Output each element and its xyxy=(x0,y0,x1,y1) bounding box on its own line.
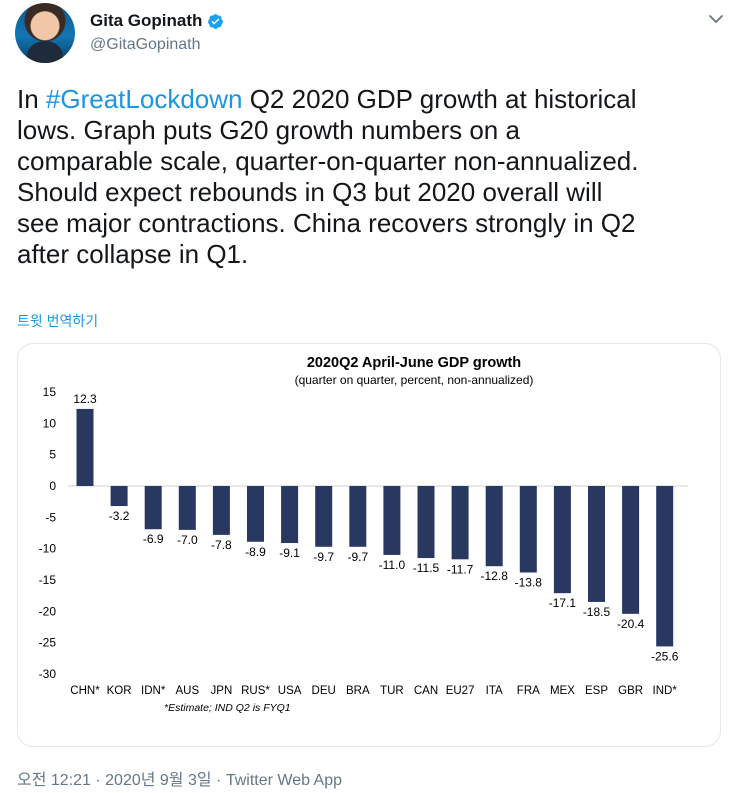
category-label: EU27 xyxy=(446,685,475,697)
category-label: ITA xyxy=(486,685,503,697)
bar-bra xyxy=(349,486,367,547)
tweet-text-body: Q2 2020 GDP growth at historical lows. G… xyxy=(17,84,639,269)
value-label: -9.7 xyxy=(313,550,334,564)
value-label: -13.8 xyxy=(515,575,543,589)
y-tick-label: 10 xyxy=(43,416,57,430)
bar-mex xyxy=(553,486,571,594)
value-label: -11.5 xyxy=(413,561,440,575)
value-label: -9.7 xyxy=(347,550,368,564)
gdp-bar-chart: 2020Q2 April-June GDP growth (quarter on… xyxy=(39,355,688,714)
value-label: -11.7 xyxy=(447,562,474,576)
translate-tweet-link[interactable]: 트윗 번역하기 xyxy=(17,313,99,329)
value-label: -20.4 xyxy=(617,617,645,631)
verified-badge-icon xyxy=(208,13,224,29)
chart-title: 2020Q2 April-June GDP growth xyxy=(307,355,521,371)
bar-tur xyxy=(383,486,401,555)
bar-idn xyxy=(144,486,162,530)
value-label: 12.3 xyxy=(73,392,97,406)
tweet-header: Gita Gopinath @GitaGopinath xyxy=(15,3,730,65)
bar-eu27 xyxy=(451,486,469,560)
author-handle[interactable]: @GitaGopinath xyxy=(90,36,201,53)
value-label: -6.9 xyxy=(143,532,164,546)
bar-jpn xyxy=(212,486,230,535)
bar-can xyxy=(417,486,435,559)
value-label: -25.6 xyxy=(651,649,679,663)
value-label: -8.9 xyxy=(245,545,266,559)
avatar[interactable] xyxy=(15,3,75,63)
category-label: MEX xyxy=(550,685,575,697)
y-tick-label: -15 xyxy=(39,573,57,587)
category-label: BRA xyxy=(346,685,370,697)
y-tick-label: -5 xyxy=(45,510,56,524)
category-label: IDN* xyxy=(141,685,166,697)
author-name-row[interactable]: Gita Gopinath xyxy=(90,11,224,31)
y-tick-label: 5 xyxy=(49,448,56,462)
category-label: KOR xyxy=(107,685,132,697)
bar-ita xyxy=(485,486,503,567)
bar-aus xyxy=(178,486,196,530)
y-tick-label: -20 xyxy=(39,604,57,618)
tweet-metadata: 오전 12:21 · 2020년 9월 3일 · Twitter Web App xyxy=(17,766,342,790)
category-label: TUR xyxy=(380,685,404,697)
bar-rus xyxy=(247,486,264,542)
value-label: -3.2 xyxy=(109,509,130,523)
bar-usa xyxy=(281,486,299,544)
bar-chn xyxy=(76,408,94,486)
category-label: IND* xyxy=(653,685,678,697)
chevron-down-icon[interactable] xyxy=(706,9,726,29)
value-label: -11.0 xyxy=(379,558,406,572)
hashtag-link[interactable]: #GreatLockdown xyxy=(45,84,243,114)
bar-ind xyxy=(656,486,674,647)
category-label: DEU xyxy=(312,685,336,697)
tweet-text: In #GreatLockdown Q2 2020 GDP growth at … xyxy=(17,84,732,270)
category-label: AUS xyxy=(175,685,199,697)
category-label: RUS* xyxy=(241,685,270,697)
y-tick-label: -30 xyxy=(39,667,57,681)
value-label: -7.8 xyxy=(211,538,232,552)
y-tick-label: 0 xyxy=(49,479,56,493)
category-label: CAN xyxy=(414,685,438,697)
y-tick-label: -10 xyxy=(39,542,57,556)
author-name[interactable]: Gita Gopinath xyxy=(90,11,203,30)
category-label: ESP xyxy=(585,685,608,697)
y-tick-label: -25 xyxy=(39,636,57,650)
category-label: USA xyxy=(278,685,302,697)
chart-subtitle: (quarter on quarter, percent, non-annual… xyxy=(295,373,534,387)
category-label: FRA xyxy=(517,685,540,697)
value-label: -18.5 xyxy=(583,605,611,619)
value-label: -7.0 xyxy=(177,533,198,547)
bar-esp xyxy=(588,486,605,602)
value-label: -9.1 xyxy=(279,546,300,560)
bar-gbr xyxy=(622,486,640,614)
category-label: CHN* xyxy=(70,685,100,697)
chart-footnote: *Estimate; IND Q2 is FYQ1 xyxy=(164,702,291,714)
category-label: GBR xyxy=(618,685,643,697)
value-label: -12.8 xyxy=(481,569,509,583)
value-label: -17.1 xyxy=(549,596,577,610)
timestamp[interactable]: 오전 12:21 · 2020년 9월 3일 · xyxy=(17,772,226,789)
y-tick-label: 15 xyxy=(43,385,57,399)
tweet-media-card[interactable]: 2020Q2 April-June GDP growth (quarter on… xyxy=(17,343,721,747)
bar-deu xyxy=(315,486,333,547)
bar-fra xyxy=(519,486,537,573)
tweet-text-prefix: In xyxy=(17,84,46,114)
category-label: JPN xyxy=(211,685,233,697)
source-app-link[interactable]: Twitter Web App xyxy=(225,772,343,789)
bar-kor xyxy=(110,486,128,507)
